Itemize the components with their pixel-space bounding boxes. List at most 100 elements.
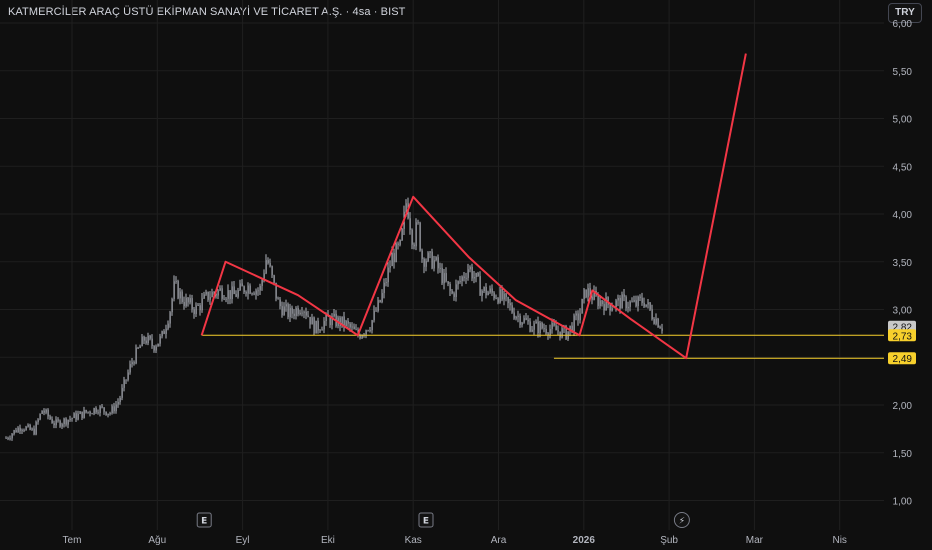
candle-body xyxy=(451,290,453,294)
candle-body xyxy=(463,276,465,278)
candle-body xyxy=(295,308,297,316)
candle-body xyxy=(433,260,435,269)
candle-body xyxy=(165,328,167,334)
price-badges: 2,822,73 2,49 xyxy=(888,320,916,365)
candle-body xyxy=(75,413,77,420)
candle-body xyxy=(161,331,163,337)
candle-body xyxy=(531,329,533,332)
candle-body xyxy=(587,288,589,298)
candle-body xyxy=(249,285,251,294)
candle-body xyxy=(203,294,205,299)
candle-body xyxy=(293,313,295,316)
candle-body xyxy=(359,335,361,339)
candle-body xyxy=(391,253,393,267)
candle-body xyxy=(397,243,399,245)
candle-body xyxy=(259,285,261,291)
candle-body xyxy=(455,284,457,297)
support-lines xyxy=(201,334,884,359)
candle-body xyxy=(471,266,473,279)
candle-body xyxy=(505,293,507,298)
candle-body xyxy=(479,276,481,296)
candle-body xyxy=(355,329,357,331)
candle-body xyxy=(255,290,257,295)
candle-body xyxy=(477,272,479,277)
candle-body xyxy=(461,276,463,281)
currency-button[interactable]: TRY xyxy=(888,3,922,23)
candle-body xyxy=(263,273,265,280)
candle-body xyxy=(639,296,641,298)
candle-body xyxy=(323,321,325,330)
candle-body xyxy=(281,306,283,316)
candle-body xyxy=(599,300,601,307)
x-tick-label: 2026 xyxy=(573,535,596,546)
candle-body xyxy=(135,347,137,364)
candle-body xyxy=(635,300,637,306)
candle-body xyxy=(237,290,239,297)
candle-body xyxy=(443,273,445,284)
candle-body xyxy=(303,311,305,313)
level-badge xyxy=(888,329,916,342)
candle-body xyxy=(257,290,259,292)
candle-body xyxy=(195,305,197,315)
candle-body xyxy=(577,313,579,321)
candle-body xyxy=(547,333,549,336)
candle-body xyxy=(383,282,385,294)
last-price-badge-label: 2,82 xyxy=(893,323,913,334)
candle-body xyxy=(79,411,81,414)
candle-body xyxy=(483,286,485,292)
candle-body xyxy=(245,291,247,294)
candle-body xyxy=(645,304,647,307)
earnings-marker xyxy=(418,512,434,528)
candle-body xyxy=(241,283,243,287)
candle-body xyxy=(465,277,467,279)
candle-body xyxy=(375,310,377,312)
candle-body xyxy=(25,426,27,431)
candle-body xyxy=(275,282,277,299)
candle-body xyxy=(379,300,381,303)
candle-body xyxy=(229,290,231,300)
candle-body xyxy=(271,266,273,276)
candle-body xyxy=(13,430,15,434)
event-markers: E E ⚡ xyxy=(196,512,690,528)
candle-body xyxy=(581,298,583,314)
candle-body xyxy=(159,336,161,344)
candle-body xyxy=(123,379,125,388)
candle-body xyxy=(345,320,347,327)
candle-body xyxy=(441,267,443,284)
candle-body xyxy=(199,305,201,311)
candle-body xyxy=(115,404,117,412)
candle-body xyxy=(381,293,383,303)
candle-body xyxy=(499,289,501,303)
candle-body xyxy=(129,364,131,373)
candle-body xyxy=(91,413,93,415)
candle-body xyxy=(457,281,459,285)
candle-body xyxy=(81,411,83,419)
candle-body xyxy=(579,313,581,321)
x-tick-label: Ara xyxy=(491,535,507,546)
candle-body xyxy=(95,408,97,413)
candle-body xyxy=(475,272,477,278)
candle-body xyxy=(347,320,349,324)
candle-body xyxy=(43,410,45,413)
y-tick-label: 1,00 xyxy=(893,497,913,508)
candle-body xyxy=(239,283,241,291)
candle-body xyxy=(141,336,143,347)
candle-body xyxy=(301,312,303,314)
candle-body xyxy=(163,331,165,334)
candle-body xyxy=(601,300,603,305)
candle-body xyxy=(311,317,313,325)
candle-body xyxy=(277,298,279,300)
y-tick-label: 5,50 xyxy=(893,67,913,78)
candle-body xyxy=(401,228,403,241)
candle-body xyxy=(561,328,563,338)
candle-body xyxy=(137,347,139,349)
candle-body xyxy=(661,328,663,331)
candle-body xyxy=(523,318,525,323)
candle-body xyxy=(119,397,121,402)
candle-body xyxy=(565,326,567,340)
candle-body xyxy=(85,409,87,413)
candle-body xyxy=(647,302,649,305)
candle-body xyxy=(217,290,219,296)
candle-body xyxy=(487,292,489,296)
